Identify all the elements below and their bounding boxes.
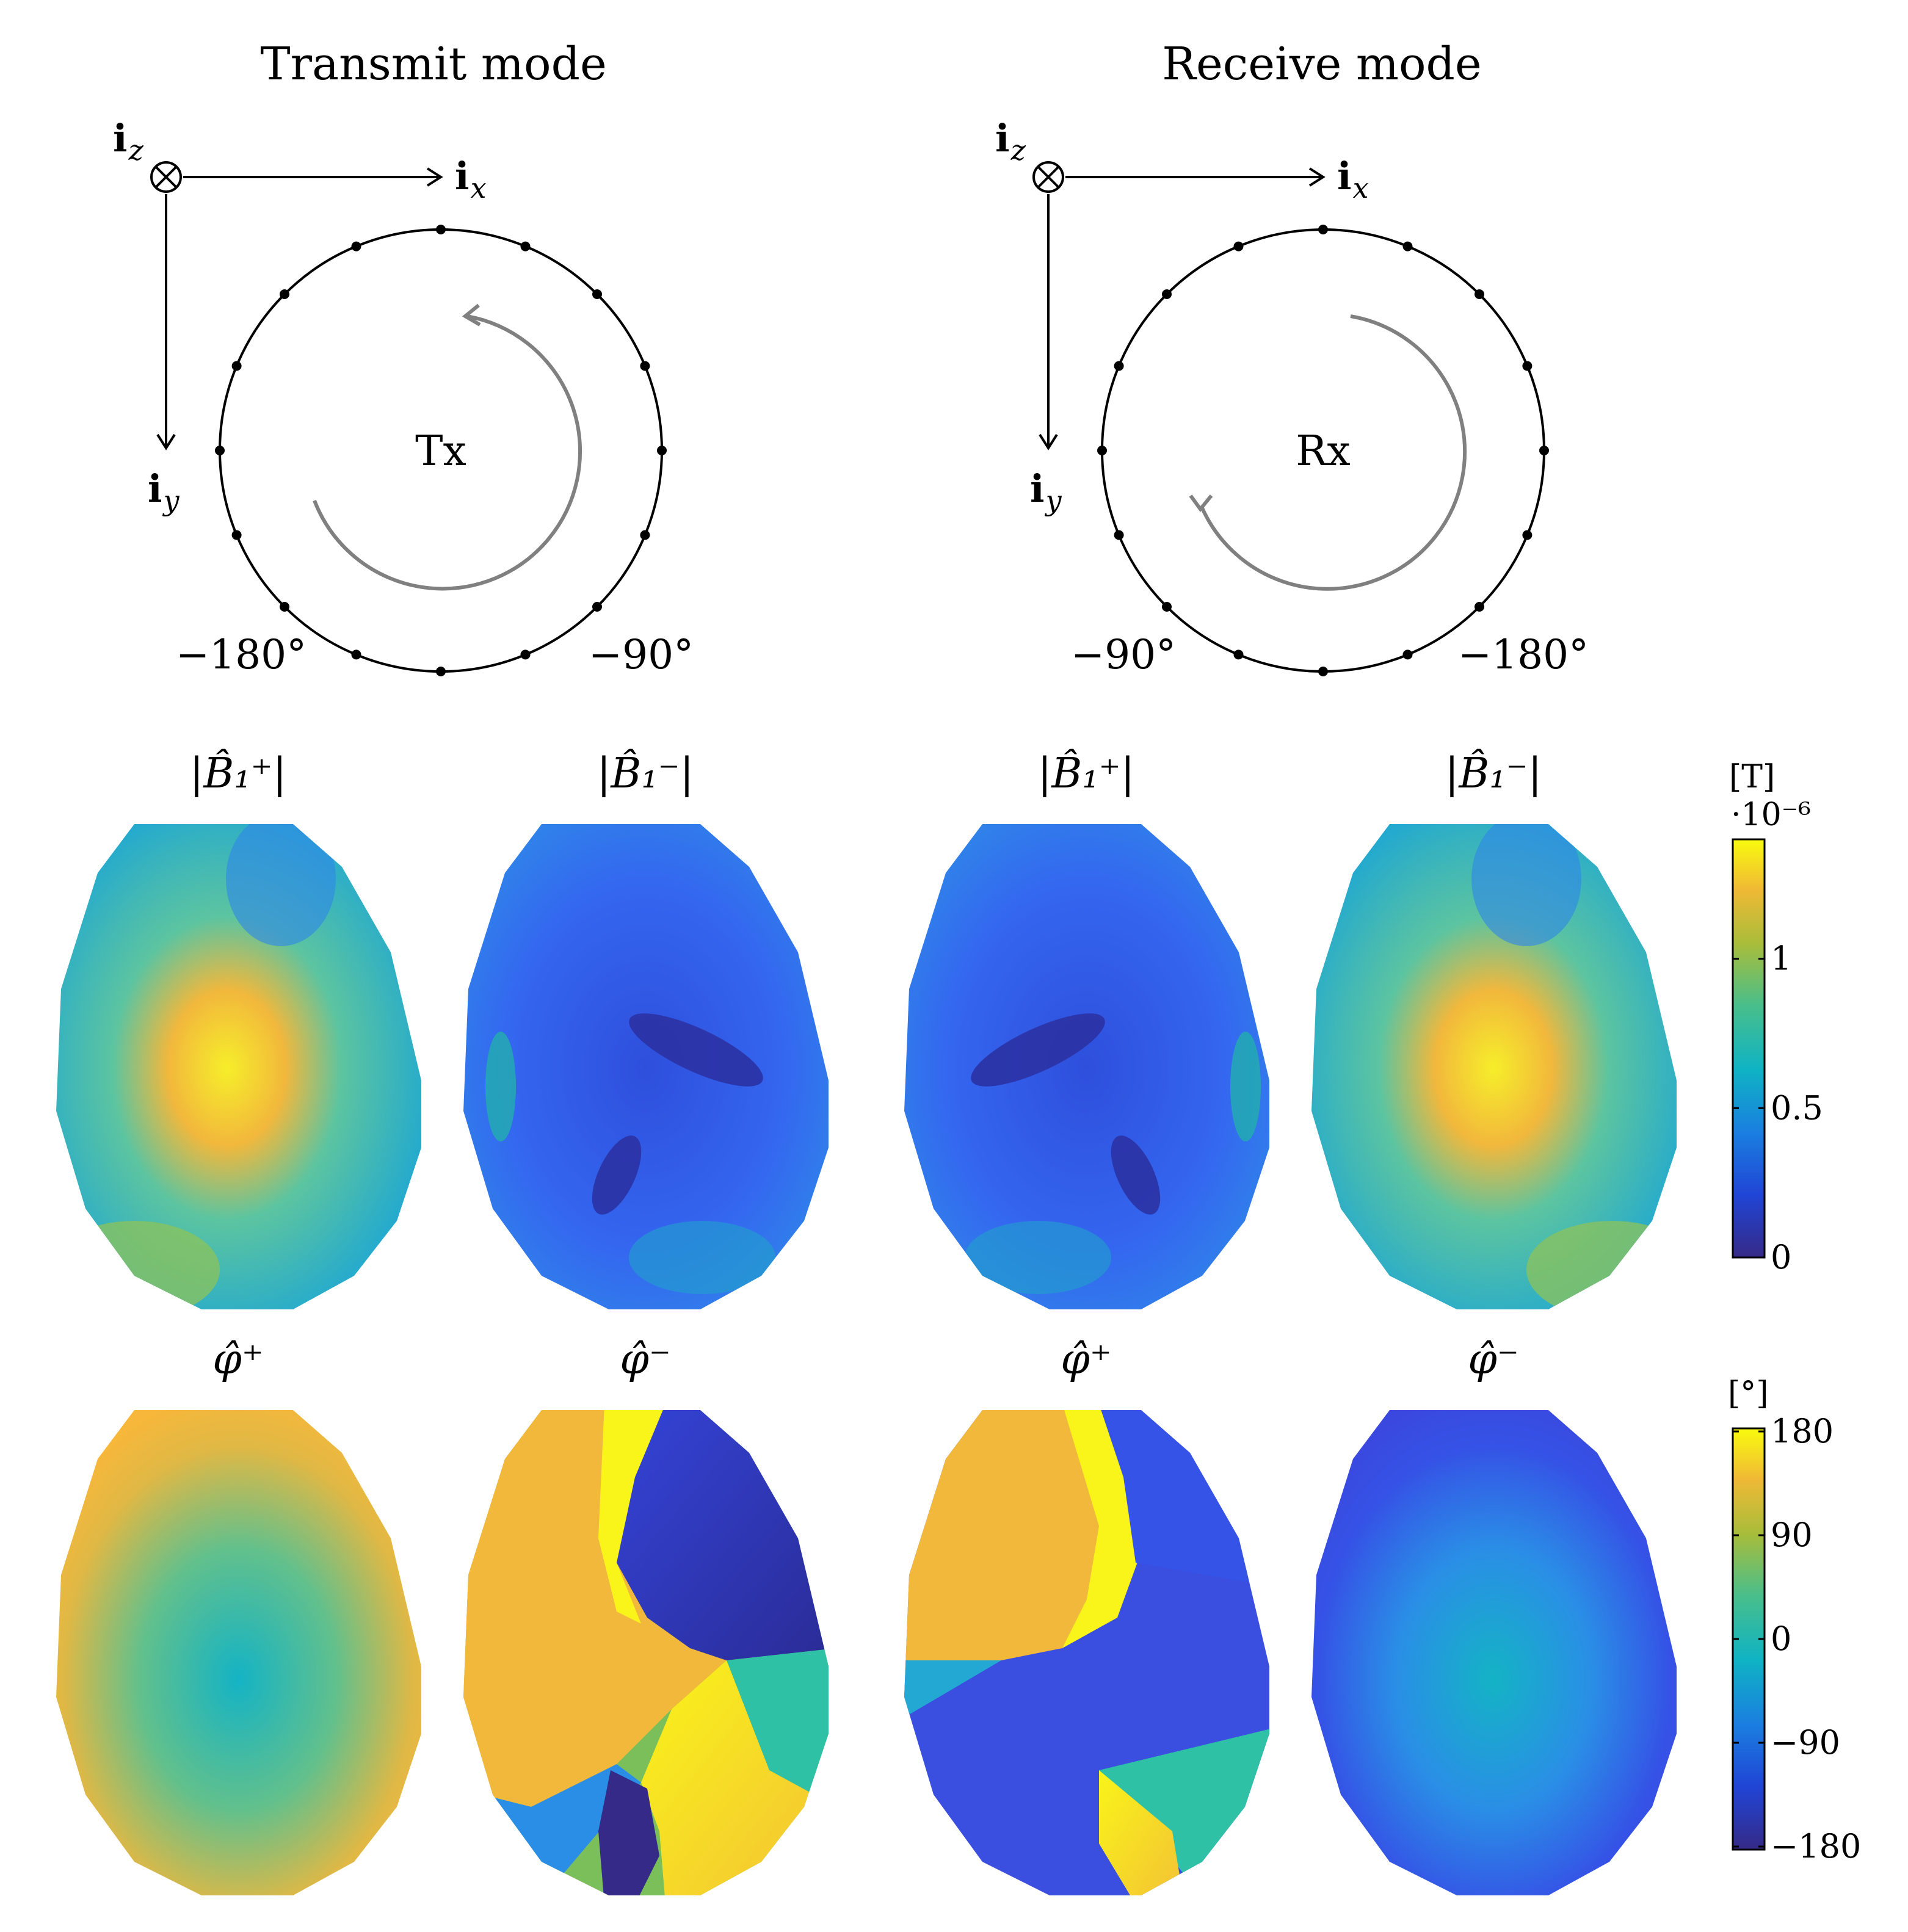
colorbar-phase-unit: [°] xyxy=(1728,1375,1769,1412)
rx-label: Rx xyxy=(1296,427,1351,476)
map-title-rx-b1-plus: |B̂₁⁺| xyxy=(1038,749,1135,798)
receive-title: Receive mode xyxy=(1162,38,1481,90)
map-titles: |B̂₁⁺| |B̂₁⁻| |B̂₁⁺| |B̂₁⁻| φ̂⁺ φ̂⁻ φ̂⁺ … xyxy=(190,749,1542,1384)
colorbar-phase-tick-label: −180 xyxy=(1771,1827,1861,1865)
map-title-rx-phi-plus: φ̂⁺ xyxy=(1061,1336,1112,1384)
axis-y-arrow xyxy=(156,194,176,450)
map-rx-b1-minus xyxy=(1311,824,1677,1309)
colorbar-magnitude-tick-label: 0.5 xyxy=(1771,1088,1823,1127)
axis-y-label: iy xyxy=(1030,466,1062,517)
colorbar-phase-tick-label: 0 xyxy=(1771,1619,1791,1658)
axis-z-into-page-icon xyxy=(1032,161,1064,193)
map-tx-b1-plus xyxy=(56,824,421,1309)
axis-z-label: iz xyxy=(995,116,1026,167)
transmit-diagram: Transmit mode ix iy iz Tx −180° xyxy=(113,38,694,678)
angle-label-left: −90° xyxy=(1071,631,1176,678)
map-title-tx-phi-minus: φ̂⁻ xyxy=(620,1336,671,1384)
colorbar-magnitude: [T] ·10⁻⁶ 10.50 xyxy=(1729,759,1823,1276)
axis-y-arrow xyxy=(1039,194,1058,450)
colorbar-phase-tick-label: 180 xyxy=(1771,1412,1834,1450)
colorbar-magnitude-unit: [T] xyxy=(1729,759,1775,795)
map-tx-b1-minus xyxy=(463,824,829,1309)
colorbar-magnitude-multiplier: ·10⁻⁶ xyxy=(1731,797,1811,833)
map-tx-phi-minus xyxy=(463,1410,829,1895)
colorbar-magnitude-ticks: 10.50 xyxy=(1733,939,1823,1276)
axis-z-into-page-icon xyxy=(150,161,182,193)
colorbar-phase-tick-label: 90 xyxy=(1771,1516,1813,1554)
map-title-tx-phi-plus: φ̂⁺ xyxy=(212,1336,264,1384)
angle-label-right: −180° xyxy=(1458,631,1589,678)
colorbar-phase-ticks: 180 90 0 −90 −180 xyxy=(1733,1412,1861,1865)
map-title-rx-phi-minus: φ̂⁻ xyxy=(1468,1336,1519,1384)
rotation-arrow-clockwise xyxy=(1189,314,1467,591)
angle-label-left: −180° xyxy=(176,631,307,678)
map-rx-phi-plus xyxy=(904,1410,1269,1895)
map-tx-phi-plus xyxy=(56,1410,421,1895)
transmit-title: Transmit mode xyxy=(260,38,606,90)
map-rx-phi-minus xyxy=(1311,1410,1677,1895)
rotation-arrow-counterclockwise xyxy=(313,303,582,591)
colorbar-phase-tick-label: −90 xyxy=(1771,1723,1840,1762)
map-title-tx-b1-plus: |B̂₁⁺| xyxy=(190,749,287,798)
colorbar-phase: [°] 180 90 0 −90 −180 xyxy=(1728,1375,1861,1865)
axis-x-arrow xyxy=(183,167,443,187)
map-title-rx-b1-minus: |B̂₁⁻| xyxy=(1445,749,1542,798)
map-title-tx-b1-minus: |B̂₁⁻| xyxy=(597,749,694,798)
axis-y-label: iy xyxy=(148,466,180,517)
colorbar-magnitude-tick-label: 0 xyxy=(1771,1238,1791,1276)
colorbar-magnitude-tick-label: 1 xyxy=(1771,939,1791,978)
axis-x-arrow xyxy=(1065,167,1326,187)
tx-label: Tx xyxy=(415,427,466,476)
coil-elements xyxy=(1097,225,1549,676)
axis-z-label: iz xyxy=(113,116,144,167)
axis-x-label: ix xyxy=(1337,154,1369,204)
axis-x-label: ix xyxy=(455,154,487,204)
receive-diagram: Receive mode ix iy iz Rx −90° xyxy=(995,38,1589,678)
angle-label-right: −90° xyxy=(589,631,694,678)
map-rx-b1-plus xyxy=(904,824,1269,1309)
coil-elements xyxy=(215,225,667,676)
